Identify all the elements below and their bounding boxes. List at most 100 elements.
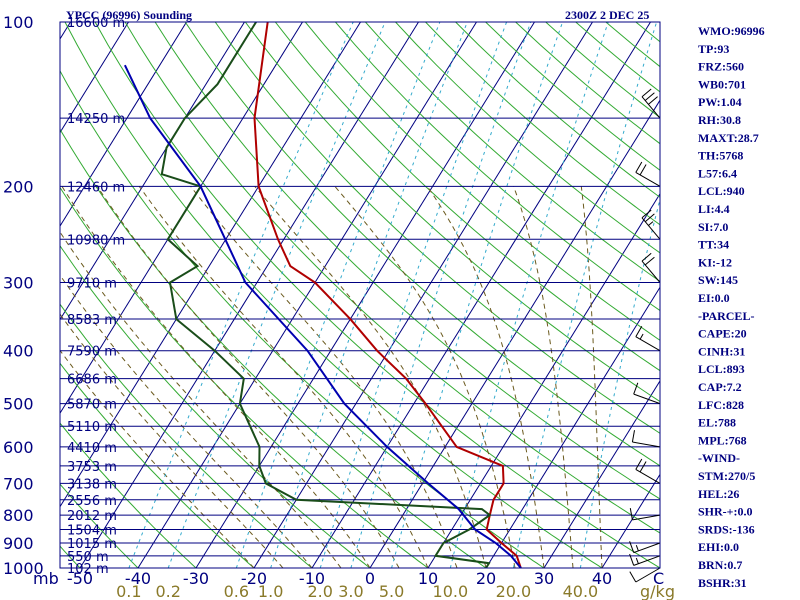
moist-adiabat-line — [513, 186, 574, 568]
mixing-ratio-tick-label: 5.0 — [379, 582, 404, 600]
pressure-tick-label: 100 — [3, 13, 34, 32]
height-label: 2556 m — [67, 494, 117, 509]
index-entry: TP:93 — [698, 42, 729, 56]
index-entry: WMO:96996 — [698, 24, 765, 38]
pressure-tick-label: 300 — [3, 274, 34, 293]
isotherm-line — [369, 99, 660, 568]
temperature-tick-label: -50 — [67, 569, 93, 588]
station-title: YPCC (96996) Sounding — [66, 8, 192, 22]
wind-barb-flag — [644, 92, 655, 101]
pressure-tick-label: 500 — [3, 395, 34, 414]
index-entry: HEL:26 — [698, 487, 739, 501]
wind-barb-staff — [641, 217, 661, 240]
isotherm-line — [253, 22, 593, 568]
profile-line-3 — [123, 64, 522, 568]
wind-barb-staff — [635, 171, 661, 187]
temperature-tick-label: -20 — [241, 569, 267, 588]
mixing-ratio-line — [128, 22, 354, 568]
mixing-ratio-unit-label: g/kg — [640, 582, 675, 600]
index-entry: MPL:768 — [698, 433, 747, 447]
isotherm-line — [427, 192, 660, 568]
wind-barb-flag — [639, 333, 644, 340]
height-label: 16600 m — [67, 16, 125, 31]
mixing-ratio-tick-label: 2.0 — [307, 582, 332, 600]
isotherm-line — [485, 286, 660, 568]
index-entry: LCL:893 — [698, 362, 745, 376]
wind-barb-flag — [648, 96, 658, 105]
height-label: 9710 m — [67, 277, 117, 292]
temperature-tick-label: -40 — [125, 569, 151, 588]
pressure-tick-label: 900 — [3, 534, 34, 553]
dry-adiabat-line — [124, 22, 660, 534]
index-entry: LFC:828 — [698, 398, 744, 412]
mixing-ratio-tick-label: 0.1 — [116, 582, 141, 600]
dry-adiabat-line — [64, 22, 603, 568]
wind-barb-flag — [631, 430, 635, 443]
index-entry: EI:0.0 — [698, 291, 730, 305]
wind-barb-flag — [635, 458, 643, 470]
height-label: 5870 m — [67, 398, 117, 413]
mixing-ratio-line — [167, 22, 386, 568]
mixing-ratio-tick-label: 20.0 — [496, 582, 532, 600]
wind-barb-flag — [648, 221, 654, 226]
pressure-tick-label: 400 — [3, 342, 34, 361]
isotherm-line — [60, 22, 303, 415]
index-entry: CAPE:20 — [698, 327, 747, 341]
index-entry: SHR-+:0.0 — [698, 505, 753, 519]
wind-barb-flag — [641, 252, 652, 262]
index-entry: MAXT:28.7 — [698, 131, 759, 145]
isotherm-line — [311, 22, 651, 568]
height-label: 550 m — [67, 550, 109, 565]
profile-line-2 — [160, 22, 492, 568]
isotherm-line — [137, 22, 477, 568]
height-label: 4410 m — [67, 441, 117, 456]
temperature-unit-label: C — [653, 569, 664, 588]
wind-barb-flag — [635, 557, 639, 564]
wind-barbs — [629, 88, 661, 583]
index-entry: CAP:7.2 — [698, 380, 742, 394]
height-label: 3138 m — [67, 477, 117, 492]
height-label: 7590 m — [67, 345, 117, 360]
wind-barb-flag — [629, 571, 637, 583]
wind-barb-flag — [639, 164, 647, 176]
index-entry: KI:-12 — [698, 255, 732, 269]
height-label: 1504 m — [67, 523, 117, 538]
height-label: 6686 m — [67, 373, 117, 388]
wind-barb-staff — [635, 336, 661, 352]
isotherm-line — [60, 22, 187, 228]
index-entry: FRZ:560 — [698, 60, 744, 74]
wind-barb-flag — [639, 461, 647, 473]
index-entry: CINH:31 — [698, 344, 745, 358]
height-label: 14250 m — [67, 112, 125, 127]
height-label: 5110 m — [67, 420, 117, 435]
dry-adiabat-line — [545, 22, 660, 119]
isotherm-line — [60, 22, 129, 134]
pressure-tick-label: 1000 — [3, 559, 44, 578]
index-entry: SW:145 — [698, 273, 738, 287]
mixing-ratio-line — [449, 22, 609, 568]
wind-barb-staff — [632, 514, 661, 521]
height-label: 2012 m — [67, 509, 117, 524]
index-entry: SI:7.0 — [698, 220, 728, 234]
wind-barb-staff — [641, 96, 661, 119]
pressure-tick-label: 200 — [3, 177, 34, 196]
moist-adiabat-line — [580, 186, 603, 568]
wind-barb-flag — [633, 382, 639, 395]
index-entry: BSHR:31 — [698, 576, 747, 590]
moist-adiabat-line — [190, 186, 458, 568]
dry-adiabat-line — [154, 22, 660, 500]
index-entry: -WIND- — [698, 451, 740, 465]
isotherm-line — [543, 379, 660, 568]
wind-barb-staff — [635, 567, 661, 583]
temperature-tick-label: -30 — [183, 569, 209, 588]
height-label: 8583 m — [67, 313, 117, 328]
mixing-ratio-tick-label: 10.0 — [433, 582, 469, 600]
pressure-tick-label: 800 — [3, 506, 34, 525]
index-entry: TT:34 — [698, 238, 729, 252]
height-label: 1015 m — [67, 537, 117, 552]
index-entry: TH:5768 — [698, 149, 743, 163]
moist-adiabat-line — [60, 274, 313, 568]
index-entry: SRDS:-136 — [698, 522, 755, 536]
